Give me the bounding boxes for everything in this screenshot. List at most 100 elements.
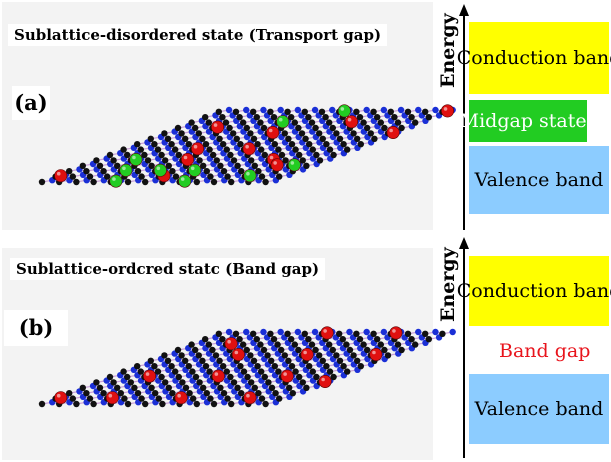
atom-a xyxy=(104,173,111,180)
red-impurity-atom xyxy=(243,391,257,405)
atom-a xyxy=(244,373,251,381)
red-impurity-atom-highlight xyxy=(323,329,327,333)
atom-a xyxy=(124,373,131,381)
energy-axis-b-arrow xyxy=(459,237,469,249)
atom-a xyxy=(250,108,257,116)
atom-b xyxy=(277,328,284,336)
panel-b-label: (b) xyxy=(4,310,68,346)
atom-a xyxy=(247,130,254,137)
atom-a xyxy=(377,341,384,348)
atom-b xyxy=(380,106,388,114)
atom-a xyxy=(381,346,388,354)
atom-b xyxy=(311,106,319,114)
atom-a xyxy=(230,379,238,386)
atom-a xyxy=(220,363,227,370)
atom-a xyxy=(189,368,196,375)
atom-a xyxy=(220,168,228,175)
atom-a xyxy=(206,368,213,375)
atom-a xyxy=(134,390,142,397)
atom-a xyxy=(289,390,296,397)
red-impurity-atom-highlight xyxy=(246,393,250,398)
atom-a xyxy=(356,336,364,343)
atom-a xyxy=(124,151,131,159)
atom-a xyxy=(250,330,257,337)
atom-a xyxy=(408,336,415,343)
red-impurity-atom-highlight xyxy=(234,350,239,355)
atom-a xyxy=(182,135,189,142)
atom-a xyxy=(288,114,295,121)
atom-a xyxy=(346,346,354,354)
atom-a xyxy=(69,173,77,180)
atom-a xyxy=(270,336,278,343)
atom-a xyxy=(238,168,245,175)
atom-a xyxy=(131,384,138,391)
atom-a xyxy=(227,373,234,381)
atom-a xyxy=(124,400,132,408)
red-impurity-atom-highlight xyxy=(443,107,448,111)
atom-a xyxy=(267,108,274,116)
red-impurity-atom xyxy=(318,374,332,388)
atom-a xyxy=(295,346,302,354)
impurity-atoms xyxy=(54,326,403,405)
atom-a xyxy=(251,384,258,391)
atom-a xyxy=(83,168,90,175)
red-impurity-atom xyxy=(174,391,188,405)
atom-a xyxy=(350,352,357,359)
atom-a xyxy=(357,141,364,148)
atom-b xyxy=(432,106,439,114)
atom-a xyxy=(248,379,255,386)
atom-a xyxy=(364,124,371,132)
atom-a xyxy=(268,357,275,364)
atom-a xyxy=(318,108,326,116)
atom-a xyxy=(185,363,192,370)
atom-a xyxy=(141,151,148,159)
atom-a xyxy=(121,395,128,402)
green-impurity-atom-highlight xyxy=(246,171,250,176)
atom-a xyxy=(326,146,334,153)
atom-a xyxy=(134,141,141,148)
atom-a xyxy=(222,119,230,126)
atom-a xyxy=(230,157,238,164)
red-impurity-atom xyxy=(280,369,294,383)
atom-a xyxy=(106,151,114,159)
atom-a xyxy=(215,330,222,337)
atom-a xyxy=(120,146,127,153)
atom-a xyxy=(291,119,298,126)
atom-a xyxy=(258,146,265,153)
atom-a xyxy=(292,368,299,375)
atom-a xyxy=(205,119,212,126)
panel-a-title: Sublattice-disordered state (Transport g… xyxy=(8,24,388,46)
atom-a xyxy=(224,395,231,402)
atom-a xyxy=(285,357,292,364)
atom-a xyxy=(96,162,104,169)
green-impurity-atom-highlight xyxy=(156,166,161,171)
atom-a xyxy=(190,395,197,402)
atom-a xyxy=(274,341,281,348)
atom-a xyxy=(168,141,175,148)
atom-a xyxy=(292,146,299,153)
atom-a xyxy=(182,384,190,391)
atom-a xyxy=(86,173,94,180)
atom-a xyxy=(172,368,179,375)
red-impurity-atom xyxy=(224,337,238,351)
atom-a xyxy=(316,130,323,137)
atom-a xyxy=(79,162,87,169)
atom-a xyxy=(305,114,312,121)
panel-a-label: (a) xyxy=(12,86,50,120)
atom-a xyxy=(151,141,158,148)
atom-a xyxy=(330,373,337,381)
atom-a xyxy=(264,352,271,359)
atom-a xyxy=(301,330,308,337)
atom-a xyxy=(370,330,377,337)
atom-a xyxy=(408,114,415,121)
atom-a xyxy=(260,346,268,354)
lattice-atoms xyxy=(38,106,456,186)
atom-a xyxy=(354,135,361,142)
atom-b xyxy=(397,106,405,114)
atom-a xyxy=(147,135,154,142)
atom-a xyxy=(154,146,162,153)
atom-a xyxy=(262,178,269,186)
atom-a xyxy=(265,379,272,386)
red-impurity-atom-highlight xyxy=(268,128,273,133)
atom-a xyxy=(83,390,90,397)
